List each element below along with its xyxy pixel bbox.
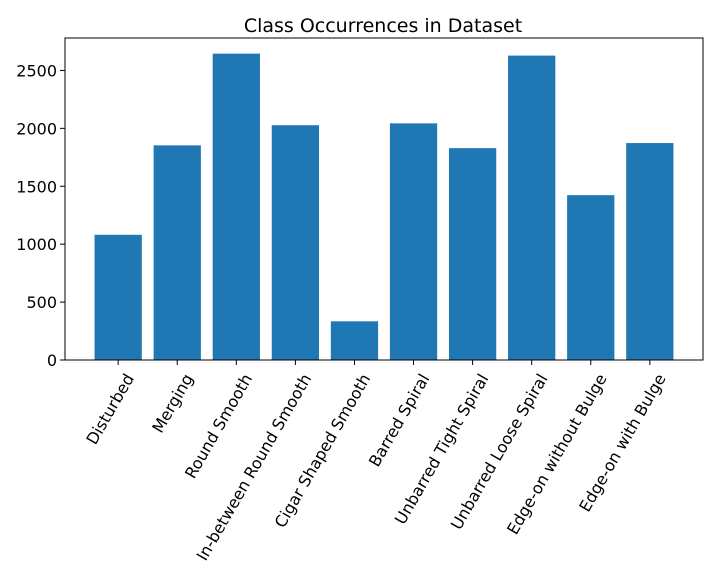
bar-disturbed (94, 234, 142, 360)
y-axis: 0 500 1000 1500 2000 2500 (16, 61, 65, 370)
bar-cigar-shaped-smooth (330, 321, 379, 360)
x-tick-label: Barred Spiral (365, 371, 433, 471)
plot-frame (64, 37, 704, 361)
x-tick-label: Edge-on without Bulge (503, 371, 611, 538)
y-tick-label: 2000 (16, 119, 57, 138)
y-tick-label: 1000 (16, 235, 57, 254)
bar-unbarred-tight-spiral (448, 148, 497, 360)
bar-edge-on-without-bulge (567, 195, 615, 360)
y-tick-label: 2500 (16, 61, 57, 80)
x-tick-label: In-between Round Smooth (193, 371, 316, 564)
bars-group (94, 53, 674, 361)
bar-in-between-round-smooth (271, 125, 320, 360)
x-tick-label: Disturbed (82, 371, 138, 448)
y-tick-label: 500 (26, 293, 57, 312)
bar-unbarred-loose-spiral (508, 55, 556, 361)
bar-round-smooth (212, 53, 260, 360)
bar-barred-spiral (389, 123, 438, 360)
y-tick-label: 1500 (16, 177, 57, 196)
chart-title: Class Occurrences in Dataset (244, 15, 522, 37)
y-tick-label: 0 (47, 351, 57, 370)
bar-edge-on-with-bulge (626, 143, 674, 360)
bar-merging (153, 145, 201, 360)
x-tick-label: Merging (148, 371, 197, 437)
